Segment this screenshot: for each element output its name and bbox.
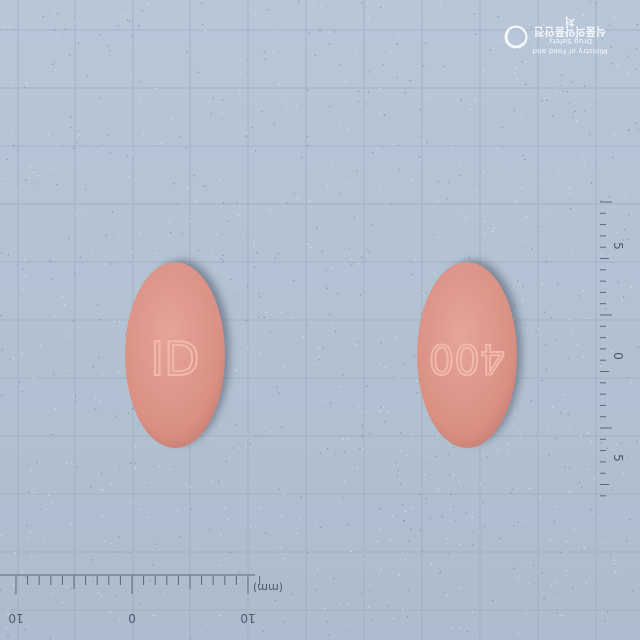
right-ruler [600, 201, 612, 497]
mfds-logo [504, 25, 528, 49]
tablet-back-imprint: 400 [429, 335, 505, 381]
tablet-front: ID [125, 262, 225, 448]
watermark-line1: Ministry of Food and Drug Safety [532, 37, 608, 55]
watermark-line2: 식품의약품안전처 [533, 15, 607, 38]
right-ruler-label-center: 0 [611, 352, 625, 360]
right-ruler-label-top: 5 [611, 242, 625, 250]
bottom-ruler-label-center: 0 [128, 611, 136, 625]
bottom-ruler-label-left: 10 [8, 611, 23, 625]
right-ruler-label-bottom: 5 [611, 454, 625, 462]
bottom-ruler [0, 574, 261, 594]
watermark-text: Ministry of Food and Drug Safety 식품의약품안전… [530, 15, 610, 56]
bottom-ruler-unit: (mm) [253, 581, 283, 594]
tablet-back: 400 [417, 262, 517, 448]
tablet-front-imprint: ID [151, 332, 200, 386]
bottom-ruler-label-right: 10 [240, 611, 255, 625]
